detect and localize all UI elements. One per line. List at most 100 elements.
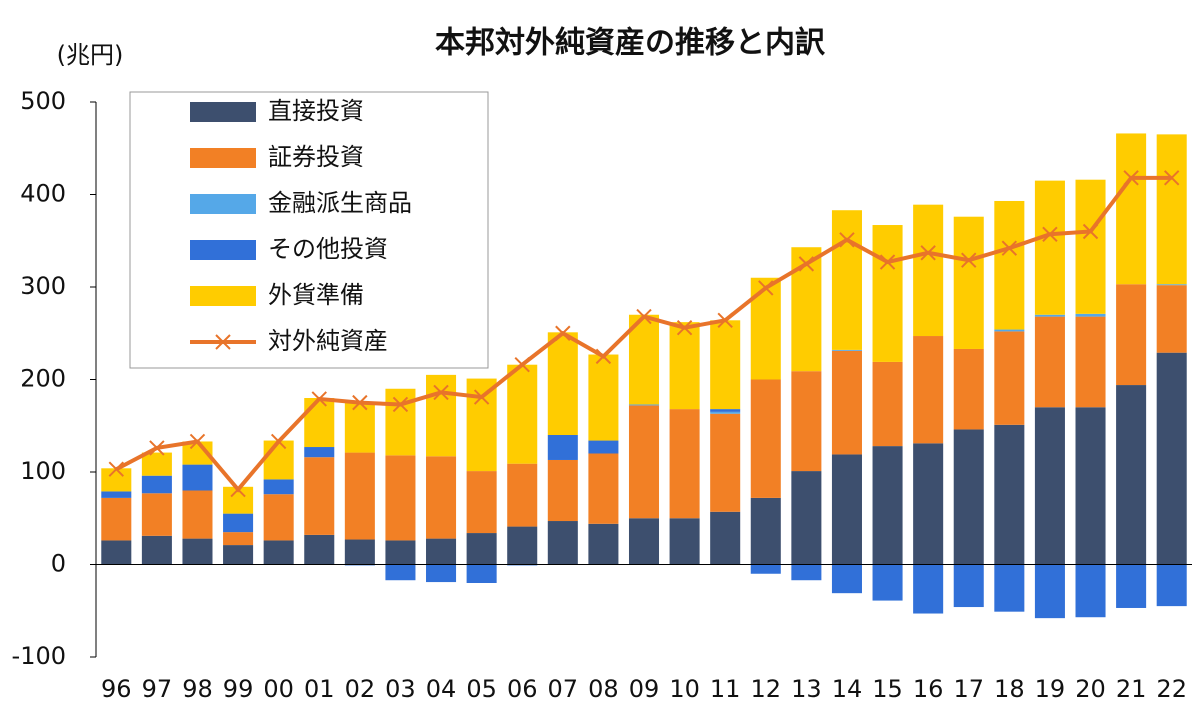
- legend-label: 直接投資: [268, 97, 364, 125]
- bar-segment: [953, 429, 984, 565]
- bar-segment: [913, 443, 944, 565]
- bar-segment: [1075, 564, 1106, 618]
- bar-segment: [872, 225, 903, 362]
- line-marker: [920, 245, 936, 261]
- x-tick-label: 11: [710, 675, 741, 703]
- line-series: [108, 170, 1180, 498]
- line-marker: [433, 384, 449, 401]
- bar-segment: [182, 538, 213, 565]
- bar-segment: [344, 402, 375, 453]
- bar-segment: [426, 564, 457, 583]
- line-marker: [352, 394, 368, 411]
- bar-segment: [426, 538, 457, 565]
- line-marker: [230, 481, 246, 498]
- bar-segment: [385, 564, 416, 581]
- bar-segment: [223, 545, 254, 565]
- bar-segment: [913, 336, 944, 444]
- bar-segment: [1034, 564, 1065, 619]
- line-marker: [108, 461, 125, 477]
- y-tick-label: 500: [20, 87, 66, 115]
- bar-segment: [1034, 407, 1065, 565]
- line-marker: [961, 252, 977, 268]
- x-tick-label: 98: [182, 675, 213, 703]
- bar-segment: [588, 453, 619, 524]
- bar-segment: [1116, 133, 1147, 285]
- line-marker: [717, 312, 733, 329]
- x-tick-label: 12: [751, 675, 782, 703]
- x-tick-label: 08: [588, 675, 619, 703]
- x-tick-label: 96: [101, 675, 132, 703]
- x-tick-label: 13: [791, 675, 822, 703]
- line-marker: [1082, 223, 1099, 240]
- y-tick-label: -100: [12, 642, 66, 670]
- y-tick-label: 300: [20, 272, 66, 300]
- bar-segment: [994, 331, 1025, 425]
- bar-segment: [1034, 314, 1065, 317]
- bar-segment: [791, 564, 822, 581]
- line-marker: [1123, 170, 1139, 186]
- bar-segment: [141, 452, 172, 476]
- legend-swatch: [190, 148, 256, 168]
- bar-segment: [831, 350, 862, 455]
- line-marker: [798, 256, 815, 272]
- legend-box: [129, 91, 489, 369]
- x-tick-label: 99: [223, 675, 254, 703]
- x-tick-label: 10: [669, 675, 700, 703]
- x-tick-label: 15: [872, 675, 903, 703]
- x-tick-label: 00: [263, 675, 294, 703]
- bar-segment: [588, 440, 619, 454]
- bar-segment: [547, 332, 578, 435]
- x-tick-label: 19: [1035, 675, 1066, 703]
- bar-segment: [1116, 385, 1147, 565]
- bar-segment: [141, 493, 172, 536]
- bar-segment: [913, 204, 944, 337]
- bar-segment: [872, 446, 903, 565]
- bar-segment: [750, 564, 781, 574]
- legend-swatch: [190, 240, 256, 260]
- bar-segment: [669, 322, 700, 410]
- bar-segment: [507, 463, 538, 527]
- bar-segment: [223, 532, 254, 546]
- bar-segment: [953, 564, 984, 608]
- x-tick-label: 16: [913, 675, 944, 703]
- line-marker: [1001, 240, 1018, 256]
- bar-segment: [831, 349, 862, 351]
- bar-segment: [1156, 564, 1187, 607]
- bar-segment: [182, 464, 213, 491]
- bar-segment: [385, 540, 416, 565]
- bar-segment: [466, 378, 497, 472]
- bar-segment: [669, 409, 700, 519]
- bar-segment: [710, 320, 741, 410]
- bar-segment: [547, 521, 578, 565]
- bar-segment: [994, 329, 1025, 332]
- line-marker: [636, 308, 652, 325]
- bar-segment: [263, 540, 294, 565]
- bar-segment: [628, 518, 660, 565]
- x-tick-label: 04: [426, 675, 457, 703]
- bar-segment: [507, 364, 538, 464]
- line-marker: [555, 325, 571, 341]
- bar-segment: [101, 497, 132, 541]
- chart-title: 本邦対外純資産の推移と内訳: [435, 26, 826, 61]
- bar-segment: [710, 511, 741, 565]
- line-marker: [270, 433, 287, 450]
- y-tick-label: 400: [20, 180, 66, 208]
- line-marker: [758, 280, 774, 296]
- bar-segment: [1156, 285, 1187, 353]
- bar-segment: [1075, 316, 1106, 408]
- bar-segment: [710, 411, 741, 414]
- bar-segment: [466, 533, 497, 565]
- bar-segment: [1075, 407, 1106, 565]
- bar-segment: [141, 535, 172, 565]
- bar-segment: [344, 452, 375, 540]
- bar-segment: [669, 518, 700, 565]
- line-marker: [839, 232, 855, 248]
- line-marker: [676, 319, 693, 336]
- bar-segment: [1075, 313, 1106, 317]
- x-tick-label: 22: [1156, 675, 1187, 703]
- bar-segment: [1116, 284, 1147, 386]
- bar-segment: [953, 216, 984, 349]
- bar-segment: [588, 523, 619, 565]
